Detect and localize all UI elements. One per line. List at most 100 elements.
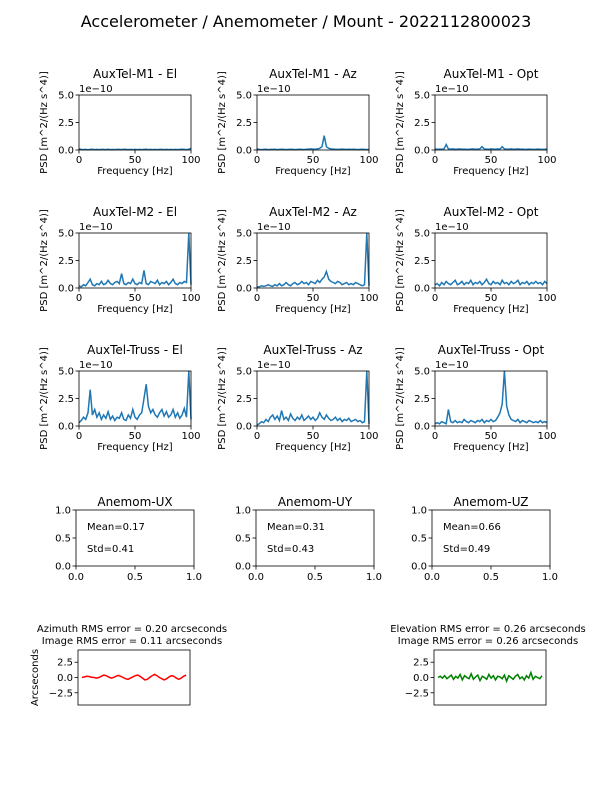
x-tick-label: 0 <box>76 431 82 442</box>
y-tick-label: 5.0 <box>236 229 252 240</box>
x-tick-label: 50 <box>129 431 142 442</box>
figure-title: Accelerometer / Anemometer / Mount - 202… <box>81 12 532 31</box>
offset-label: 1e−10 <box>79 84 113 95</box>
y-tick-label: 0.0 <box>235 562 251 573</box>
x-tick-label: 100 <box>359 155 378 166</box>
mount-error-panel: Azimuth RMS error = 0.20 arcsecondsImage… <box>30 624 227 706</box>
y-tick-label: 2.5 <box>236 394 252 405</box>
y-tick-label: 0.5 <box>411 534 427 545</box>
axes-frame <box>256 94 370 151</box>
x-tick-label: 100 <box>537 293 556 304</box>
y-tick-label: 5.0 <box>236 367 252 378</box>
panel-title: Anemom-UY <box>278 495 353 509</box>
psd-series-line <box>256 370 370 426</box>
y-axis-label: PSD [m^2/(Hz s^4)] <box>395 347 406 450</box>
y-axis-label: Arcseconds <box>30 649 41 706</box>
x-tick-label: 0 <box>432 155 438 166</box>
y-tick-label: −2.5 <box>405 688 429 699</box>
x-tick-label: 0.5 <box>483 572 499 583</box>
panel-title: AuxTel-M1 - Az <box>269 67 357 81</box>
axes-frame <box>75 509 195 567</box>
error-series-line <box>81 673 187 681</box>
offset-label: 1e−10 <box>257 222 291 233</box>
mean-label: Mean=0.66 <box>443 522 501 533</box>
x-tick-label: 0 <box>76 293 82 304</box>
x-axis-label: Frequency [Hz] <box>453 304 529 315</box>
axes-frame <box>78 94 192 151</box>
y-tick-label: 2.5 <box>413 658 429 669</box>
psd-series-line <box>78 232 192 288</box>
y-tick-label: 2.5 <box>414 256 430 267</box>
x-tick-label: 100 <box>181 155 200 166</box>
y-tick-label: 0.5 <box>55 534 71 545</box>
psd-series-line <box>78 370 192 424</box>
x-tick-label: 0 <box>254 155 260 166</box>
psd-series-line <box>257 232 370 288</box>
y-tick-label: 5.0 <box>414 91 430 102</box>
psd-panel: AuxTel-M2 - Opt 1e−10 0 50 100 0.0 2.5 5.0 Frequ… <box>395 205 557 315</box>
mean-label: Mean=0.31 <box>267 522 325 533</box>
x-tick-label: 0.5 <box>127 572 143 583</box>
x-tick-label: 50 <box>307 293 320 304</box>
y-tick-label: 2.5 <box>58 256 74 267</box>
y-axis-label: PSD [m^2/(Hz s^4)] <box>217 71 228 174</box>
anemometer-panel: Anemom-UX Mean=0.17 Std=0.41 0.0 0.5 1.0 0.0 0.… <box>55 495 202 583</box>
x-axis-label: Frequency [Hz] <box>275 304 351 315</box>
x-axis-label: Frequency [Hz] <box>453 166 529 177</box>
x-tick-label: 0 <box>76 155 82 166</box>
x-tick-label: 100 <box>181 431 200 442</box>
y-tick-label: −2.5 <box>49 688 73 699</box>
x-tick-label: 1.0 <box>366 572 382 583</box>
psd-series-line <box>78 147 192 151</box>
panel-subtitle: Image RMS error = 0.11 arcseconds <box>42 636 222 647</box>
y-tick-label: 2.5 <box>236 118 252 129</box>
axes-frame <box>255 509 375 567</box>
mean-label: Mean=0.17 <box>87 522 145 533</box>
x-tick-label: 100 <box>537 431 556 442</box>
x-tick-label: 50 <box>307 431 320 442</box>
panel-title: AuxTel-Truss - El <box>87 343 183 357</box>
std-label: Std=0.43 <box>267 544 314 555</box>
offset-label: 1e−10 <box>257 360 291 371</box>
offset-label: 1e−10 <box>435 222 469 233</box>
panel-title: Anemom-UX <box>97 495 172 509</box>
offset-label: 1e−10 <box>79 222 113 233</box>
y-tick-label: 5.0 <box>414 229 430 240</box>
x-tick-label: 0.5 <box>307 572 323 583</box>
y-tick-label: 0.0 <box>414 146 430 157</box>
x-tick-label: 0.0 <box>248 572 264 583</box>
x-tick-label: 0 <box>254 431 260 442</box>
y-axis-label: PSD [m^2/(Hz s^4)] <box>39 209 50 312</box>
panel-title: AuxTel-M1 - Opt <box>444 67 539 81</box>
std-label: Std=0.49 <box>443 544 490 555</box>
y-tick-label: 0.0 <box>58 284 74 295</box>
y-tick-label: 0.0 <box>236 284 252 295</box>
x-tick-label: 1.0 <box>186 572 202 583</box>
anemometer-panel: Anemom-UY Mean=0.31 Std=0.43 0.0 0.5 1.0 0.0 0.… <box>235 495 382 583</box>
y-tick-label: 5.0 <box>58 91 74 102</box>
offset-label: 1e−10 <box>435 360 469 371</box>
x-axis-label: Frequency [Hz] <box>275 442 351 453</box>
panel-title: Azimuth RMS error = 0.20 arcseconds <box>37 624 227 635</box>
x-axis-label: Frequency [Hz] <box>97 442 173 453</box>
x-tick-label: 0.0 <box>424 572 440 583</box>
y-tick-label: 0.0 <box>57 673 73 684</box>
panel-title: AuxTel-M1 - El <box>93 67 177 81</box>
y-tick-label: 0.0 <box>58 422 74 433</box>
x-tick-label: 50 <box>485 155 498 166</box>
x-axis-label: Frequency [Hz] <box>97 304 173 315</box>
psd-panel: AuxTel-M2 - El 1e−10 0 50 100 0.0 2.5 5.0 Freque… <box>39 205 201 315</box>
x-tick-label: 0 <box>432 293 438 304</box>
y-axis-label: PSD [m^2/(Hz s^4)] <box>395 71 406 174</box>
x-tick-label: 50 <box>129 155 142 166</box>
x-tick-label: 50 <box>307 155 320 166</box>
x-tick-label: 50 <box>485 293 498 304</box>
y-tick-label: 0.5 <box>235 534 251 545</box>
panel-title: Anemom-UZ <box>453 495 528 509</box>
x-tick-label: 100 <box>537 155 556 166</box>
y-tick-label: 2.5 <box>414 118 430 129</box>
y-tick-label: 5.0 <box>236 91 252 102</box>
y-tick-label: 1.0 <box>235 506 251 517</box>
psd-panel: AuxTel-M1 - Az 1e−10 0 50 100 0.0 2.5 5.0 Freque… <box>217 67 379 177</box>
y-axis-label: PSD [m^2/(Hz s^4)] <box>217 209 228 312</box>
